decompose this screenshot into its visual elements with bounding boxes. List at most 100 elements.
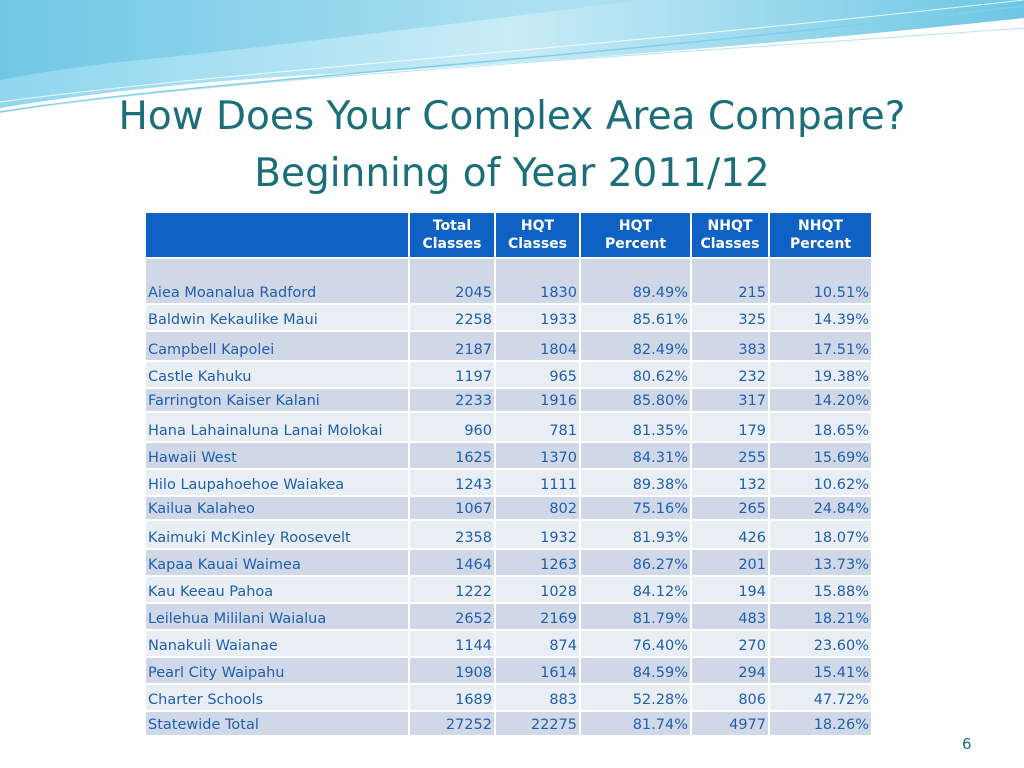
nhqt-classes-cell: 201	[690, 548, 770, 577]
hqt-percent-cell: 75.16%	[579, 495, 692, 521]
complex-area-cell: Kailua Kalaheo	[144, 495, 410, 521]
hqt-classes-cell: 802	[494, 495, 581, 521]
hqt-percent-cell: 85.80%	[579, 387, 692, 413]
hqt-classes-cell: 1370	[494, 441, 581, 470]
table-row: Farrington Kaiser Kalani 2233 1916 85.80% 31…	[144, 387, 873, 413]
complex-area-cell: Kau Keeau Pahoa	[144, 575, 410, 604]
nhqt-classes-cell: 426	[690, 519, 770, 550]
table-row: Campbell Kapolei 2187 1804 82.49% 383 17.51%	[144, 330, 873, 362]
hqt-percent-cell: 81.93%	[579, 519, 692, 550]
slide-title-line1: How Does Your Complex Area Compare?	[118, 94, 906, 139]
hqt-classes-cell: 1916	[494, 387, 581, 413]
nhqt-percent-cell: 14.39%	[768, 303, 873, 332]
nhqt-percent-cell: 13.73%	[768, 548, 873, 577]
table-row: Hana Lahainaluna Lanai Molokai 960 781 81.3…	[144, 411, 873, 443]
hqt-classes-cell: 965	[494, 360, 581, 389]
nhqt-percent-cell: 17.51%	[768, 330, 873, 362]
header-total-classes: Total Classes	[408, 211, 496, 259]
total-classes-cell: 27252	[408, 710, 496, 737]
hqt-comparison-table: Total Classes HQT Classes HQT Percent NHQT C…	[144, 211, 873, 737]
hqt-percent-cell: 76.40%	[579, 629, 692, 658]
nhqt-classes-cell: 806	[690, 683, 770, 712]
hqt-classes-cell: 1804	[494, 330, 581, 362]
hqt-classes-cell: 1263	[494, 548, 581, 577]
table-row: Nanakuli Waianae 1144 874 76.40% 270 23.60%	[144, 629, 873, 658]
nhqt-classes-cell: 232	[690, 360, 770, 389]
nhqt-percent-cell: 15.69%	[768, 441, 873, 470]
nhqt-percent-cell: 47.72%	[768, 683, 873, 712]
complex-area-cell: Statewide Total	[144, 710, 410, 737]
table-row: Charter Schools 1689 883 52.28% 806 47.72%	[144, 683, 873, 712]
hqt-classes-cell: 1614	[494, 656, 581, 685]
table-header-row: Total Classes HQT Classes HQT Percent NHQT C…	[144, 211, 873, 259]
complex-area-cell: Leilehua Mililani Waialua	[144, 602, 410, 631]
header-hqt-percent: HQT Percent	[579, 211, 692, 259]
hqt-percent-cell: 86.27%	[579, 548, 692, 577]
complex-area-cell: Hilo Laupahoehoe Waiakea	[144, 468, 410, 497]
table-row: Statewide Total 27252 22275 81.74% 4977 18.26…	[144, 710, 873, 737]
total-classes-cell: 1222	[408, 575, 496, 604]
table-row: Kau Keeau Pahoa 1222 1028 84.12% 194 15.88%	[144, 575, 873, 604]
complex-area-cell: Baldwin Kekaulike Maui	[144, 303, 410, 332]
table-row: Baldwin Kekaulike Maui 2258 1933 85.61% 325 1…	[144, 303, 873, 332]
nhqt-percent-cell: 18.07%	[768, 519, 873, 550]
nhqt-classes-cell: 179	[690, 411, 770, 443]
table-row: Hilo Laupahoehoe Waiakea 1243 1111 89.38% 13…	[144, 468, 873, 497]
hqt-percent-cell: 81.35%	[579, 411, 692, 443]
complex-area-cell: Nanakuli Waianae	[144, 629, 410, 658]
hqt-percent-cell: 81.79%	[579, 602, 692, 631]
complex-area-cell: Campbell Kapolei	[144, 330, 410, 362]
hqt-classes-cell: 874	[494, 629, 581, 658]
nhqt-percent-cell: 15.41%	[768, 656, 873, 685]
complex-area-cell: Farrington Kaiser Kalani	[144, 387, 410, 413]
nhqt-classes-cell: 4977	[690, 710, 770, 737]
header-swoosh-decoration	[0, 0, 1024, 113]
header-nhqt-classes: NHQT Classes	[690, 211, 770, 259]
nhqt-percent-cell: 10.62%	[768, 468, 873, 497]
nhqt-classes-cell: 265	[690, 495, 770, 521]
header-complex-area	[144, 211, 410, 259]
table-row: Kailua Kalaheo 1067 802 75.16% 265 24.84%	[144, 495, 873, 521]
table-row: Kaimuki McKinley Roosevelt 2358 1932 81.93%…	[144, 519, 873, 550]
total-classes-cell: 1243	[408, 468, 496, 497]
hqt-classes-cell: 1932	[494, 519, 581, 550]
table-row: Aiea Moanalua Radford 2045 1830 89.49% 215 10…	[144, 257, 873, 305]
hqt-classes-cell: 1933	[494, 303, 581, 332]
nhqt-percent-cell: 23.60%	[768, 629, 873, 658]
nhqt-percent-cell: 14.20%	[768, 387, 873, 413]
hqt-classes-cell: 1028	[494, 575, 581, 604]
slide-title: How Does Your Complex Area Compare? Begi…	[0, 88, 1024, 202]
hqt-percent-cell: 84.59%	[579, 656, 692, 685]
total-classes-cell: 1689	[408, 683, 496, 712]
page-number: 6	[962, 735, 972, 753]
hqt-percent-cell: 52.28%	[579, 683, 692, 712]
complex-area-cell: Aiea Moanalua Radford	[144, 257, 410, 305]
total-classes-cell: 2233	[408, 387, 496, 413]
nhqt-classes-cell: 132	[690, 468, 770, 497]
hqt-classes-cell: 1830	[494, 257, 581, 305]
nhqt-classes-cell: 194	[690, 575, 770, 604]
table-row: Leilehua Mililani Waialua 2652 2169 81.79% 4…	[144, 602, 873, 631]
nhqt-classes-cell: 325	[690, 303, 770, 332]
nhqt-classes-cell: 215	[690, 257, 770, 305]
hqt-percent-cell: 85.61%	[579, 303, 692, 332]
complex-area-cell: Kapaa Kauai Waimea	[144, 548, 410, 577]
nhqt-classes-cell: 317	[690, 387, 770, 413]
total-classes-cell: 2652	[408, 602, 496, 631]
table-body: Aiea Moanalua Radford 2045 1830 89.49% 215 10…	[144, 257, 873, 737]
nhqt-classes-cell: 270	[690, 629, 770, 658]
total-classes-cell: 1464	[408, 548, 496, 577]
table-row: Castle Kahuku 1197 965 80.62% 232 19.38%	[144, 360, 873, 389]
nhqt-percent-cell: 15.88%	[768, 575, 873, 604]
total-classes-cell: 1197	[408, 360, 496, 389]
nhqt-percent-cell: 10.51%	[768, 257, 873, 305]
nhqt-classes-cell: 483	[690, 602, 770, 631]
total-classes-cell: 1908	[408, 656, 496, 685]
table-row: Hawaii West 1625 1370 84.31% 255 15.69%	[144, 441, 873, 470]
nhqt-classes-cell: 294	[690, 656, 770, 685]
total-classes-cell: 960	[408, 411, 496, 443]
header-nhqt-percent: NHQT Percent	[768, 211, 873, 259]
nhqt-percent-cell: 18.26%	[768, 710, 873, 737]
total-classes-cell: 2258	[408, 303, 496, 332]
total-classes-cell: 1067	[408, 495, 496, 521]
